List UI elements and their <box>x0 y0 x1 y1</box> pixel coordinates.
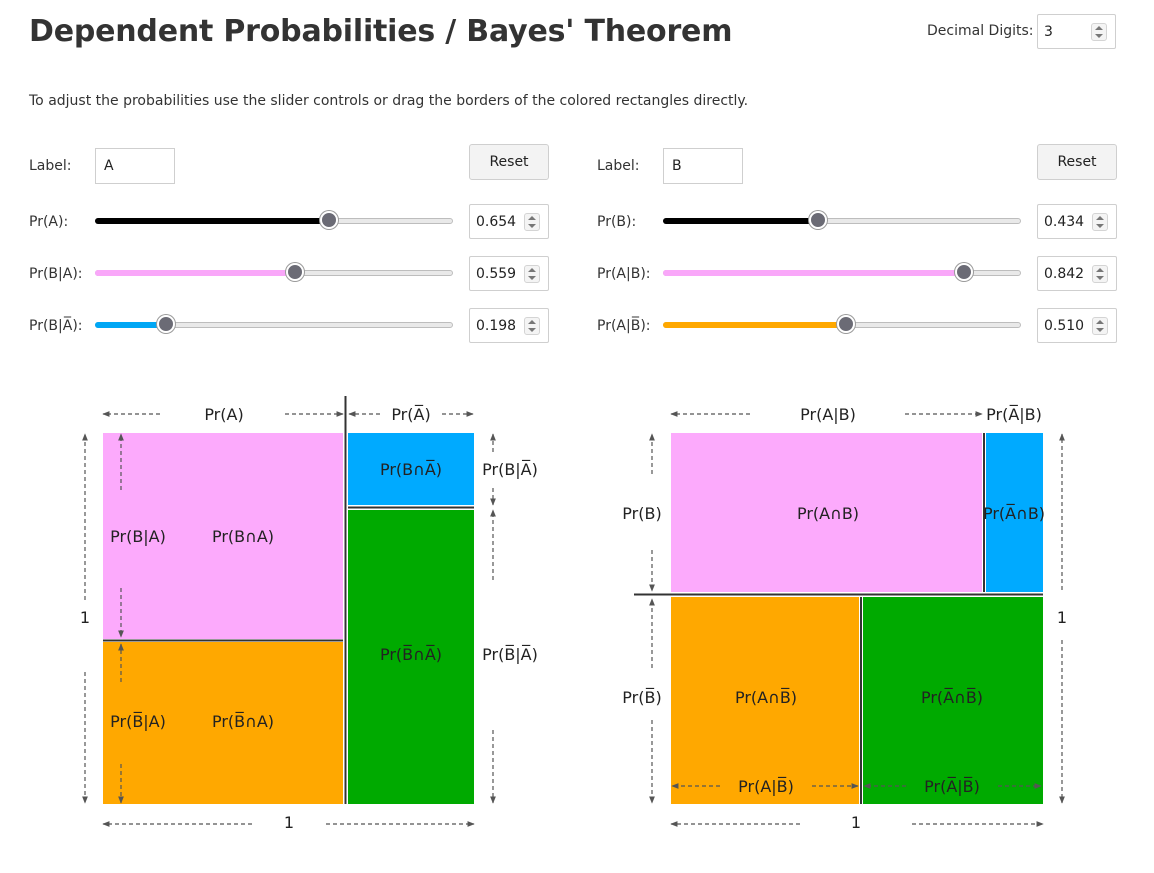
spinner-arrows-icon[interactable] <box>1091 22 1107 41</box>
slider-thumb[interactable] <box>156 315 175 333</box>
page-title: Dependent Probabilities / Bayes' Theorem <box>29 14 733 49</box>
rect-b-and-not-a-label: Pr(B∩A̅) <box>380 460 442 479</box>
pr-b-given-a-slider[interactable] <box>95 263 453 284</box>
pr-a-given-b-spinner[interactable]: 0.842 <box>1037 256 1117 291</box>
left-right-bottom-label: Pr(B̅|A̅) <box>482 645 538 664</box>
right-bottom-one-label: 1 <box>851 813 861 832</box>
pr-b-given-not-a-slider[interactable] <box>95 315 453 336</box>
spinner-arrows-icon[interactable] <box>524 264 540 283</box>
right-left-bottom-label: Pr(B̅) <box>622 688 661 707</box>
pr-b-given-not-a-value: 0.198 <box>476 317 517 334</box>
pr-a-label: Pr(A): <box>29 214 69 230</box>
decimal-digits-spinner[interactable]: 3 <box>1037 14 1116 49</box>
right-top-label: Pr(A|B) <box>800 405 856 424</box>
left-top-label: Pr(A) <box>204 405 243 424</box>
rect-a-and-b[interactable] <box>671 433 982 592</box>
rect-b-and-a-label: Pr(B∩A) <box>212 527 274 546</box>
rect-not-a-and-b-label: Pr(A̅∩B) <box>983 504 1045 523</box>
slider-thumb[interactable] <box>836 315 855 333</box>
label-input-b[interactable]: B <box>663 148 743 184</box>
left-right-top-label: Pr(B|A̅) <box>482 460 538 479</box>
pr-a-value: 0.654 <box>476 213 517 230</box>
pr-a-given-not-b-label: Pr(A|B̅): <box>597 318 651 334</box>
pr-b-label: Pr(B): <box>597 214 637 230</box>
rect-b-and-a[interactable] <box>103 433 343 639</box>
pr-b-given-a-value: 0.559 <box>476 265 517 282</box>
left-side-top-label: Pr(B|A) <box>110 527 166 546</box>
right-one-label: 1 <box>1057 608 1067 627</box>
left-bottom-one-label: 1 <box>284 813 294 832</box>
reset-button-a[interactable]: Reset <box>469 144 549 180</box>
decimal-digits-label: Decimal Digits: <box>927 23 1034 39</box>
pr-b-spinner[interactable]: 0.434 <box>1037 204 1117 239</box>
spinner-arrows-icon[interactable] <box>1092 264 1108 283</box>
pr-a-given-not-b-slider[interactable] <box>663 315 1021 336</box>
rect-not-b-and-not-a[interactable] <box>348 510 474 804</box>
right-bottom-left-label: Pr(A|B̅) <box>738 777 794 796</box>
rect-not-b-and-a-label: Pr(B̅∩A) <box>212 712 274 731</box>
rect-a-and-not-b[interactable] <box>671 597 859 804</box>
right-diagram: Pr(A|B) Pr(A̅|B) Pr(B) Pr(B̅) 1 Pr(A∩B) … <box>622 405 1067 832</box>
reset-button-b[interactable]: Reset <box>1037 144 1117 180</box>
pr-a-slider[interactable] <box>95 211 453 232</box>
rect-not-a-and-not-b[interactable] <box>863 597 1043 804</box>
pr-b-given-a-label: Pr(B|A): <box>29 266 83 282</box>
decimal-digits-value: 3 <box>1044 23 1053 40</box>
left-one-label: 1 <box>80 608 90 627</box>
pr-b-slider[interactable] <box>663 211 1021 232</box>
label-caption-a: Label: <box>29 158 72 174</box>
pr-a-given-b-value: 0.842 <box>1044 265 1085 282</box>
left-side-bottom-label: Pr(B̅|A) <box>110 712 166 731</box>
rect-not-b-and-not-a-label: Pr(B̅∩A̅) <box>380 645 442 664</box>
slider-thumb[interactable] <box>320 211 339 229</box>
pr-a-spinner[interactable]: 0.654 <box>469 204 549 239</box>
spinner-arrows-icon[interactable] <box>1092 212 1108 231</box>
slider-fill <box>663 322 846 328</box>
rect-a-and-b-label: Pr(A∩B) <box>797 504 859 523</box>
spinner-arrows-icon[interactable] <box>524 316 540 335</box>
pr-b-given-not-a-spinner[interactable]: 0.198 <box>469 308 549 343</box>
slider-thumb[interactable] <box>809 211 828 229</box>
spinner-arrows-icon[interactable] <box>1092 316 1108 335</box>
left-diagram: Pr(A) Pr(A̅) 1 Pr(B|A) Pr(B∩A) Pr(B̅|A) … <box>80 396 538 832</box>
rect-not-a-and-b[interactable] <box>986 433 1043 592</box>
spinner-arrows-icon[interactable] <box>524 212 540 231</box>
right-left-top-label: Pr(B) <box>622 504 661 523</box>
slider-fill <box>95 322 166 328</box>
pr-b-given-a-spinner[interactable]: 0.559 <box>469 256 549 291</box>
slider-thumb[interactable] <box>955 263 974 281</box>
right-top-right-label: Pr(A̅|B) <box>986 405 1042 424</box>
rect-not-a-and-not-b-label: Pr(A̅∩B̅) <box>921 688 983 707</box>
slider-fill <box>95 270 296 276</box>
left-top-right-label: Pr(A̅) <box>391 405 430 424</box>
pr-a-given-b-slider[interactable] <box>663 263 1021 284</box>
slider-fill <box>663 270 965 276</box>
slider-thumb[interactable] <box>286 263 305 281</box>
right-bottom-right-label: Pr(A̅|B̅) <box>924 777 980 796</box>
pr-a-given-not-b-spinner[interactable]: 0.510 <box>1037 308 1117 343</box>
label-input-a[interactable]: A <box>95 148 175 184</box>
rect-a-and-not-b-label: Pr(A∩B̅) <box>735 688 797 707</box>
pr-a-given-b-label: Pr(A|B): <box>597 266 651 282</box>
pr-a-given-not-b-value: 0.510 <box>1044 317 1085 334</box>
slider-fill <box>663 218 819 224</box>
probability-diagrams: Pr(A) Pr(A̅) 1 Pr(B|A) Pr(B∩A) Pr(B̅|A) … <box>80 396 1067 832</box>
pr-b-given-not-a-label: Pr(B|A̅): <box>29 318 83 334</box>
label-caption-b: Label: <box>597 158 640 174</box>
instructions-text: To adjust the probabilities use the slid… <box>29 93 749 109</box>
slider-fill <box>95 218 330 224</box>
rect-not-b-and-a[interactable] <box>103 642 343 804</box>
pr-b-value: 0.434 <box>1044 213 1085 230</box>
rect-b-and-not-a[interactable] <box>348 433 474 505</box>
